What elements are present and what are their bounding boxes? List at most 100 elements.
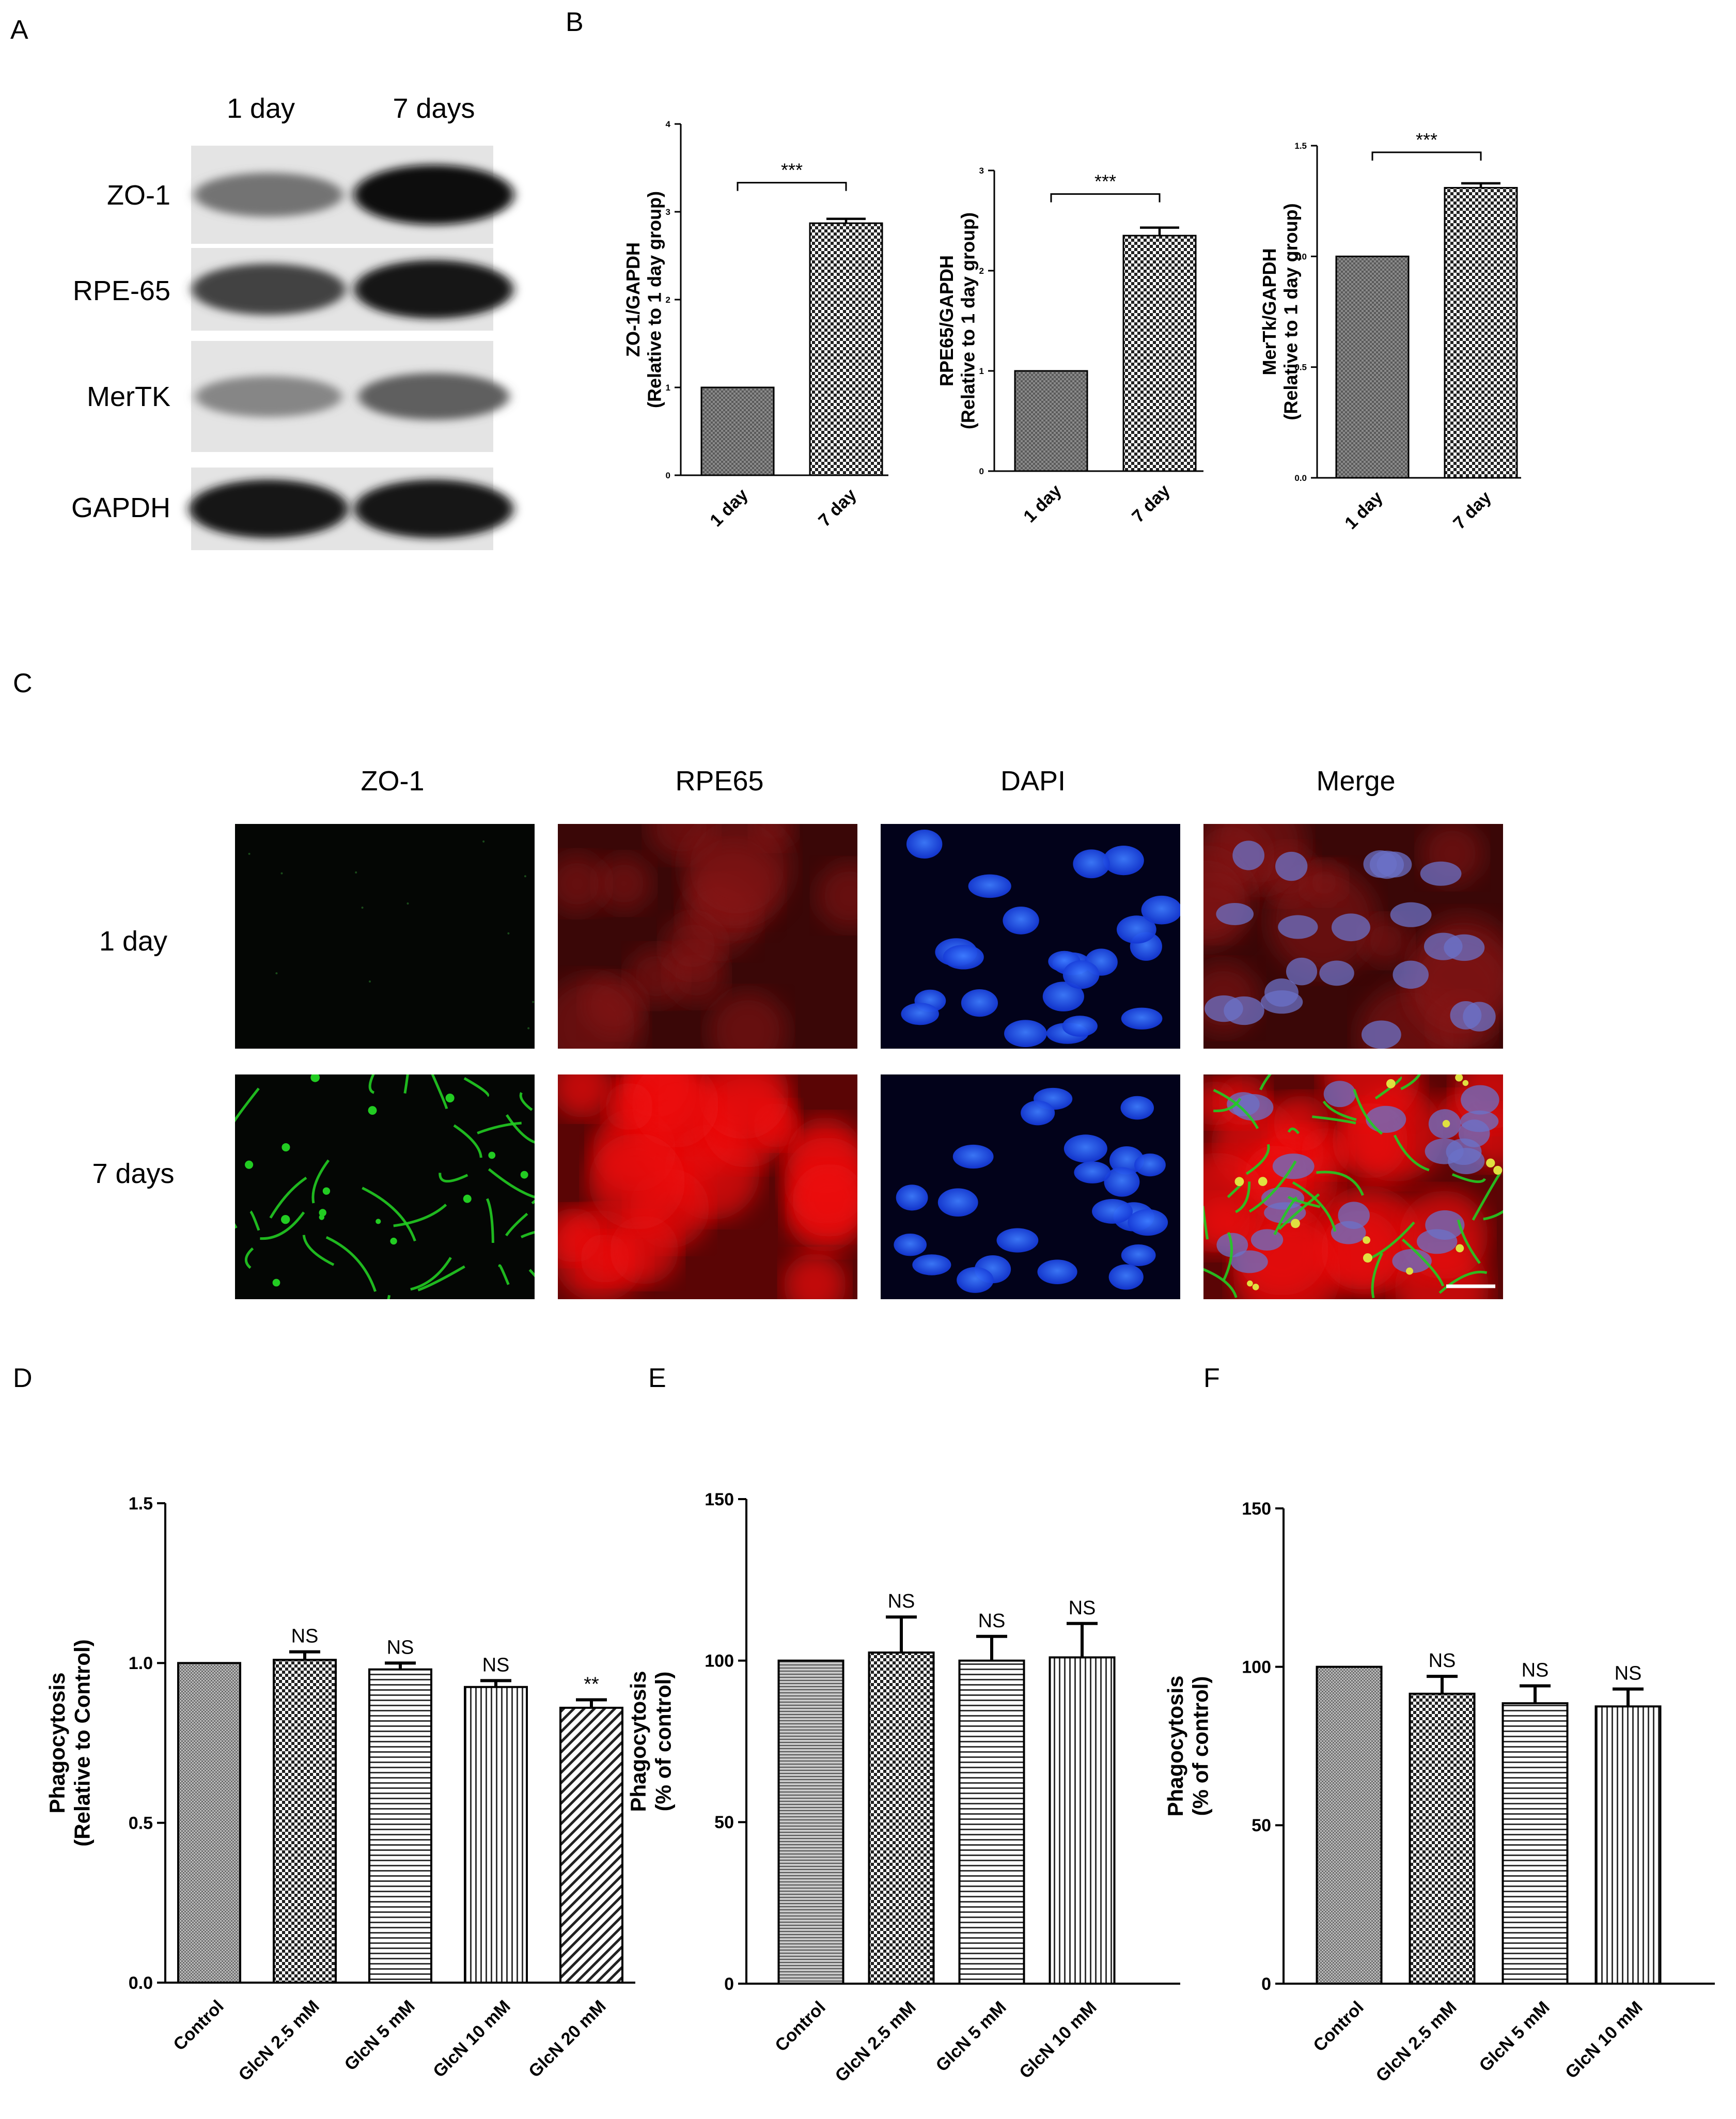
bar <box>559 1706 623 1984</box>
category-label: GlcN 2.5 mM <box>831 1998 919 2086</box>
panel-label-b: B <box>566 7 584 37</box>
if-row-label-7days: 7 days <box>92 1158 174 1189</box>
chart-rpe65-gapdh: 0 1 2 3 RPE65/GAPDH(Relative to 1 day group)… <box>936 166 1203 526</box>
category-label: GlcN 5 mM <box>932 1998 1010 2076</box>
y-tick-label: 0.5 <box>129 1814 153 1833</box>
y-tick-label: 0.0 <box>1294 473 1307 483</box>
wb-col-label-1day: 1 day <box>227 93 295 124</box>
bar <box>958 1659 1025 1985</box>
y-tick-label: 1.0 <box>1294 252 1307 261</box>
y-tick-label: 1 <box>979 366 984 376</box>
bar <box>1049 1656 1116 1985</box>
category-label: 1 day <box>1341 488 1386 533</box>
if-col-label-merge: Merge <box>1316 766 1395 797</box>
y-tick-label: 0 <box>1261 1974 1271 1994</box>
if-image-zo1-1 <box>235 824 535 1049</box>
immunofluorescence-grid: ZO-1 RPE65 DAPI Merge 1 day 7 days <box>92 766 1503 1299</box>
y-tick-label: 1.0 <box>129 1654 153 1673</box>
significance-stars: *** <box>781 160 803 181</box>
y-tick-label: 4 <box>666 119 671 129</box>
blot-band <box>194 173 343 217</box>
y-tick-label: 1 <box>666 383 670 393</box>
y-axis-label: ZO-1/GAPDH(Relative to 1 day group) <box>622 191 665 408</box>
category-label: GlcN 2.5 mM <box>234 1997 323 2085</box>
bar <box>1502 1702 1569 1985</box>
y-axis-label: Phagocytosis(Relative to Control) <box>45 1639 94 1846</box>
category-label: 1 day <box>1020 481 1065 526</box>
significance-label: NS <box>1069 1597 1096 1619</box>
bar <box>809 222 883 476</box>
significance-label: NS <box>888 1591 915 1612</box>
if-image-merge-1 <box>1203 824 1503 1049</box>
y-tick-label: 0 <box>979 466 984 476</box>
y-tick-label: 150 <box>705 1490 734 1509</box>
y-axis-label: Phagocytosis(% of control) <box>626 1671 675 1812</box>
y-tick-label: 3 <box>979 166 984 176</box>
bar <box>177 1662 241 1984</box>
blot-band <box>354 479 513 538</box>
y-tick-label: 0.0 <box>129 1973 153 1993</box>
significance-label: NS <box>1615 1663 1642 1685</box>
blot-band <box>189 479 348 538</box>
if-image-rpe-7 <box>558 1074 857 1299</box>
bar <box>1122 235 1197 472</box>
y-tick-label: 0.5 <box>1294 363 1307 372</box>
blot-band <box>192 263 346 315</box>
y-tick-label: 3 <box>666 207 670 217</box>
bar <box>1335 255 1410 479</box>
category-label: GlcN 2.5 mM <box>1372 1998 1460 2086</box>
bar <box>368 1668 432 1984</box>
if-col-label-zo1: ZO-1 <box>361 766 424 797</box>
panel-label-e: E <box>648 1363 666 1393</box>
y-tick-label: 100 <box>705 1651 734 1671</box>
bar <box>1316 1665 1383 1985</box>
category-label: Control <box>771 1998 829 2055</box>
y-tick-label: 50 <box>1252 1816 1271 1835</box>
chart-mertk-gapdh: 0.0 0.5 1.0 1.5 MerTk/GAPDH(Relative to 1 da… <box>1259 129 1521 533</box>
bar <box>273 1659 337 1984</box>
blot-band <box>354 260 513 319</box>
category-label: Control <box>1309 1998 1367 2055</box>
western-blot: 1 day 7 days ZO-1 RPE-65 MerTK GAPDH <box>71 93 514 550</box>
wb-row-label: RPE-65 <box>73 275 170 306</box>
bar <box>464 1686 528 1984</box>
panel-label-c: C <box>13 668 33 698</box>
y-tick-label: 1.5 <box>129 1494 153 1514</box>
y-axis-label: RPE65/GAPDH(Relative to 1 day group) <box>936 212 978 429</box>
if-row-label-1day: 1 day <box>99 926 167 957</box>
category-label: 1 day <box>706 485 752 531</box>
y-tick-label: 2 <box>666 295 670 305</box>
category-label: GlcN 5 mM <box>341 1997 419 2075</box>
blot-band <box>195 376 342 417</box>
significance-label: NS <box>387 1637 414 1658</box>
significance-stars: *** <box>1416 129 1437 150</box>
wb-row-label: GAPDH <box>71 492 170 523</box>
if-image-dapi-7 <box>881 1074 1180 1299</box>
y-tick-label: 0 <box>666 471 670 480</box>
wb-row-label: ZO-1 <box>107 180 170 211</box>
y-tick-label: 1.5 <box>1294 141 1307 151</box>
category-label: GlcN 10 mM <box>1561 1998 1646 2082</box>
chart-phagocytosis-e: 0 50 100 150 Phagocytosis(% of control) Contr… <box>626 1490 1180 2086</box>
if-col-label-rpe65: RPE65 <box>675 766 763 797</box>
wb-row-label: MerTK <box>87 381 170 412</box>
category-label: GlcN 5 mM <box>1476 1998 1554 2076</box>
chart-zo1-gapdh: 0 1 2 3 4 ZO-1/GAPDH(Relative to 1 day group)… <box>622 119 888 531</box>
blot-band <box>354 165 514 225</box>
significance-label: NS <box>1522 1659 1549 1681</box>
wb-col-label-7days: 7 days <box>393 93 475 124</box>
significance-bracket <box>1050 193 1161 202</box>
y-tick-label: 0 <box>724 1974 734 1994</box>
bar <box>1444 186 1518 479</box>
y-tick-label: 2 <box>979 266 984 276</box>
significance-bracket <box>737 182 847 191</box>
y-axis-label: MerTk/GAPDH(Relative to 1 day group) <box>1259 203 1301 420</box>
bar <box>1594 1705 1662 1985</box>
significance-stars: *** <box>1094 171 1116 192</box>
panel-label-d: D <box>13 1363 33 1393</box>
category-label: 7 day <box>1128 481 1174 526</box>
panel-label-a: A <box>10 15 28 45</box>
category-label: 7 day <box>1449 488 1495 533</box>
significance-label: NS <box>482 1654 510 1676</box>
